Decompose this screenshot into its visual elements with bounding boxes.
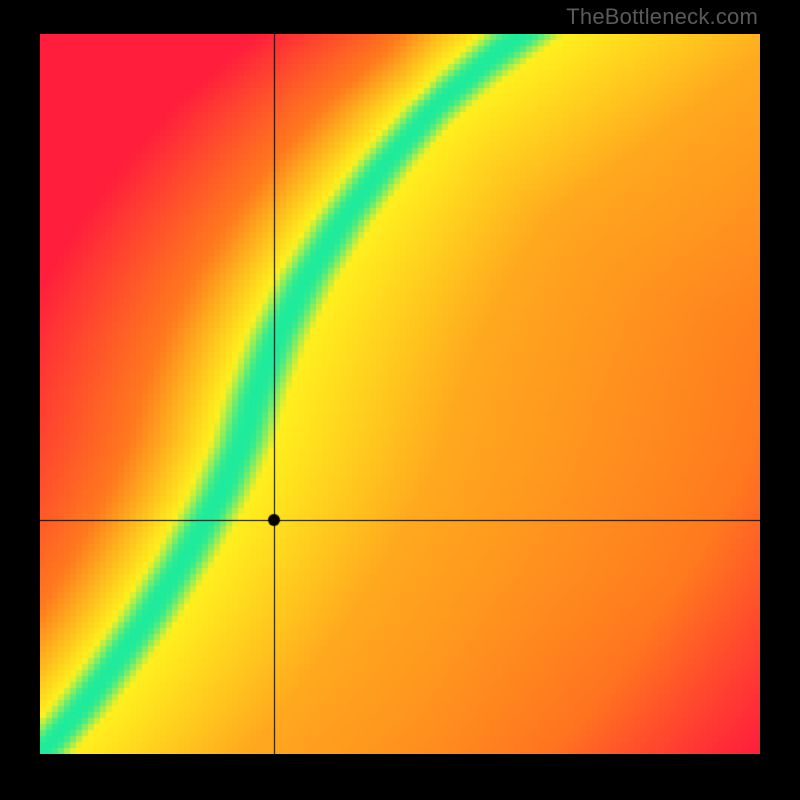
- watermark-text: TheBottleneck.com: [566, 4, 758, 30]
- bottleneck-heatmap: [40, 34, 760, 754]
- chart-frame: TheBottleneck.com: [0, 0, 800, 800]
